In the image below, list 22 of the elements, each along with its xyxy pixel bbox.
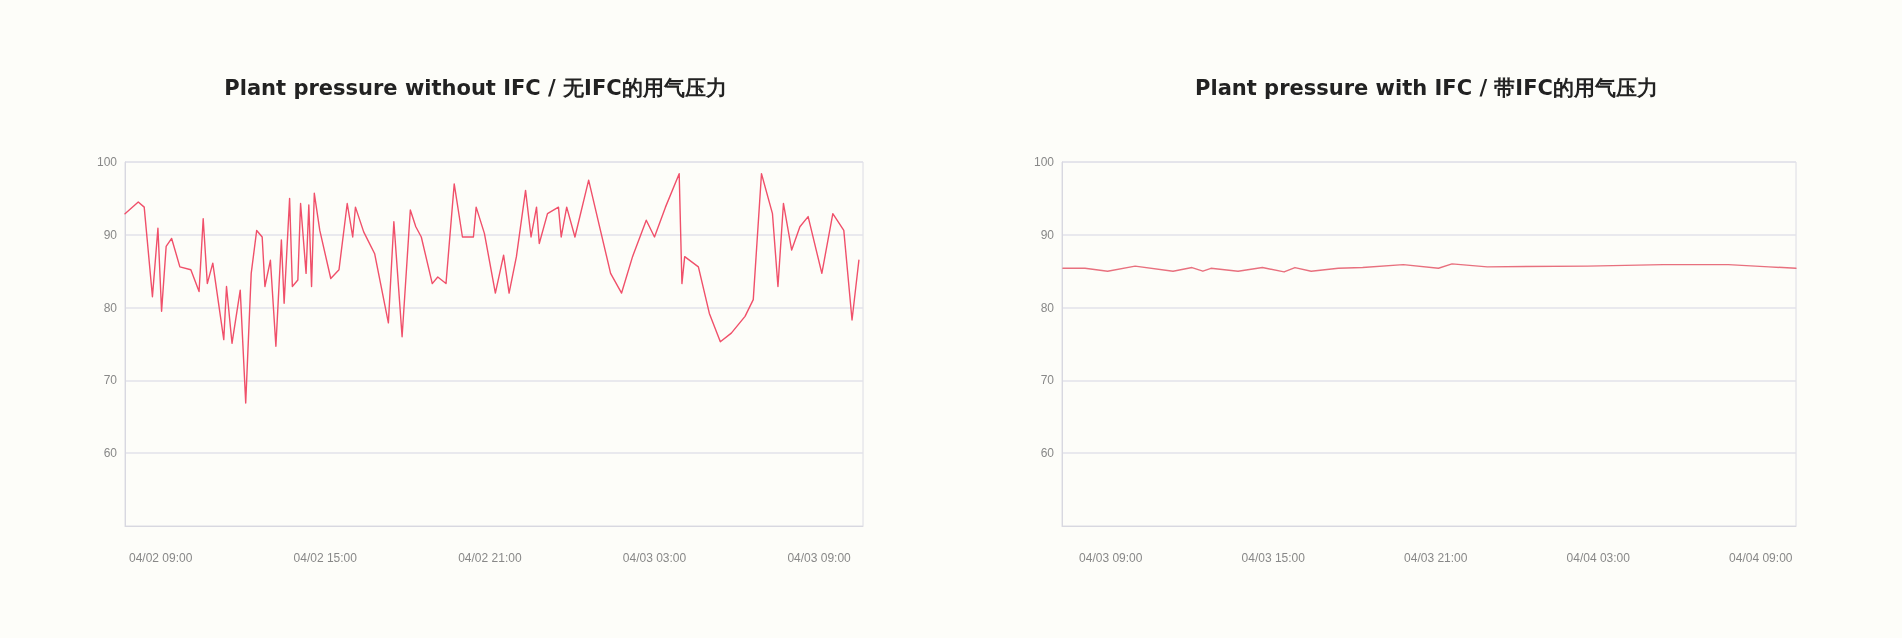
chart-title: Plant pressure without IFC / 无IFC的用气压力 [224,75,727,100]
x-tick-label: 04/04 03:00 [1566,551,1631,565]
y-tick-label: 70 [103,373,118,388]
x-tick-label: 04/02 15:00 [293,551,358,565]
y-tick-label: 80 [1040,300,1055,315]
chart-title: Plant pressure with IFC / 带IFC的用气压力 [1195,75,1658,100]
y-tick-label: 100 [96,155,118,169]
y-tick-label: 80 [103,300,118,315]
y-tick-label: 90 [1040,227,1055,242]
y-tick-label: 70 [1040,373,1055,388]
y-tick-label: 60 [103,446,118,461]
x-tick-label: 04/02 21:00 [458,551,522,565]
x-tick-label: 04/03 09:00 [1079,551,1143,565]
x-tick-label: 04/02 09:00 [128,551,193,565]
x-tick-label: 04/03 15:00 [1241,551,1306,565]
x-tick-label: 04/03 09:00 [787,551,852,565]
x-tick-label: 04/03 21:00 [1404,551,1468,565]
y-tick-label: 100 [1033,155,1055,169]
y-tick-label: 60 [1040,446,1055,461]
y-tick-label: 90 [103,227,118,242]
x-tick-label: 04/04 09:00 [1729,551,1793,565]
x-tick-label: 04/03 03:00 [622,551,687,565]
